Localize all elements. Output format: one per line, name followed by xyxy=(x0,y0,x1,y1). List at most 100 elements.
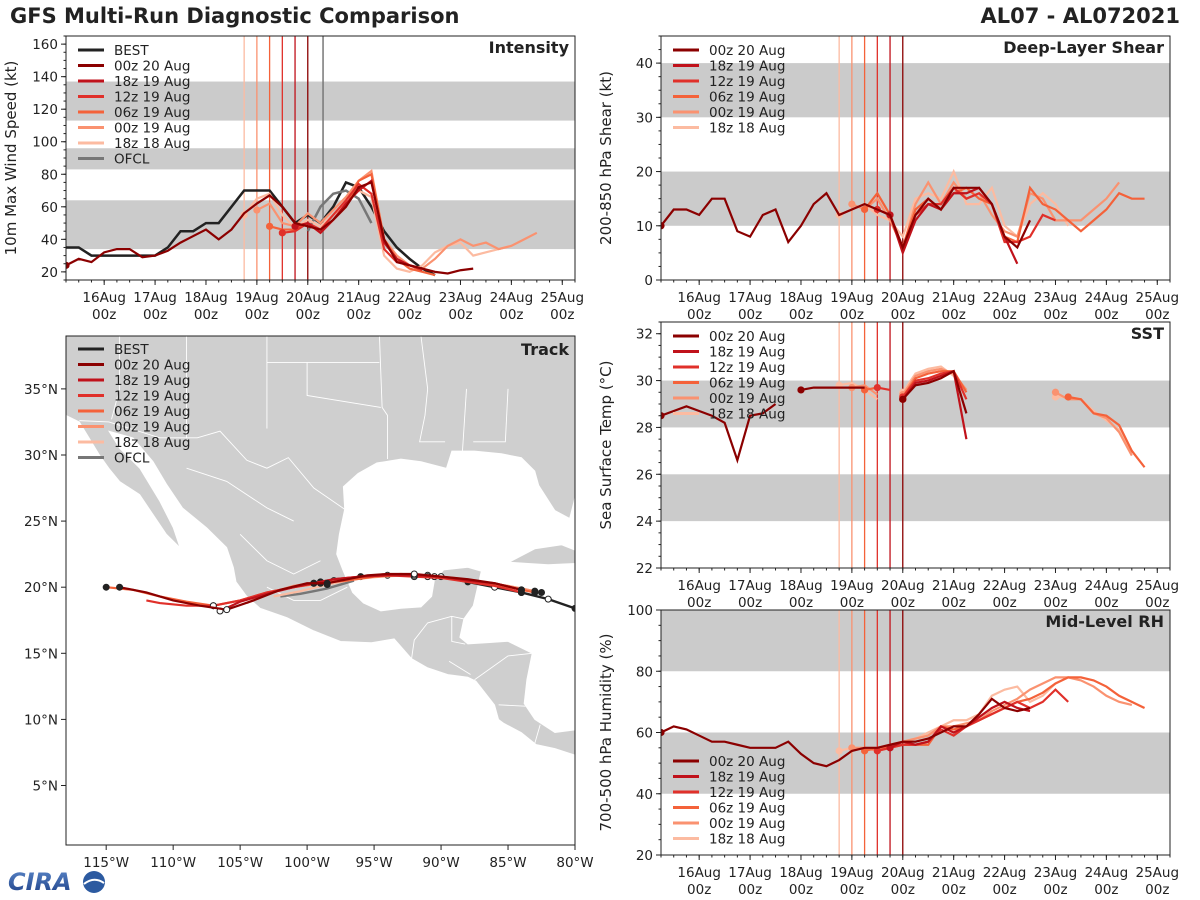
ofcl-line xyxy=(306,189,373,232)
x-tick-label: 00z xyxy=(687,882,711,898)
state-border xyxy=(239,533,321,575)
x-tick-label: 00z xyxy=(1043,595,1067,611)
y-tick-label: 20 xyxy=(636,848,653,864)
legend-label: 18z 18 Aug xyxy=(709,121,785,137)
x-tick-label: 00z xyxy=(1145,307,1169,323)
legend-label: 00z 19 Aug xyxy=(709,816,785,832)
x-tick-label: 00z xyxy=(942,882,966,898)
lon-tick-label: 110°W xyxy=(150,855,196,871)
init-point xyxy=(1064,393,1072,401)
init-point xyxy=(661,412,665,420)
legend-label: 00z 20 Aug xyxy=(709,43,785,59)
x-tick-label: 23Aug xyxy=(1034,290,1078,306)
y-tick-label: 120 xyxy=(32,102,58,118)
logo-text: CIRA xyxy=(8,868,72,896)
state-border xyxy=(462,388,467,452)
x-tick-label: 17Aug xyxy=(728,290,772,306)
y-tick-label: 100 xyxy=(627,603,653,619)
x-tick-label: 18Aug xyxy=(779,578,823,594)
best-track-point xyxy=(544,595,552,603)
x-tick-label: 00z xyxy=(738,307,762,323)
legend-label: 18z 19 Aug xyxy=(114,373,190,389)
x-tick-label: 00z xyxy=(143,307,167,323)
legend-label: 00z 20 Aug xyxy=(709,329,785,345)
x-tick-label: 00z xyxy=(245,307,269,323)
landmass-north-america xyxy=(66,336,575,756)
track-point xyxy=(538,588,546,596)
plot-area xyxy=(661,36,1170,280)
x-tick-label: 00z xyxy=(1094,882,1118,898)
y-tick-label: 20 xyxy=(41,265,58,281)
init-point xyxy=(861,205,869,214)
init-point xyxy=(848,200,856,208)
x-tick-label: 17Aug xyxy=(728,578,772,594)
y-tick-label: 160 xyxy=(32,37,58,53)
legend-label: 00z 20 Aug xyxy=(114,59,190,75)
x-tick-label: 25Aug xyxy=(1136,578,1180,594)
init-point xyxy=(1051,388,1060,396)
panel-title: Deep-Layer Shear xyxy=(1003,38,1164,57)
x-tick-label: 00z xyxy=(550,307,574,323)
x-tick-label: 00z xyxy=(1043,307,1067,323)
x-tick-label: 20Aug xyxy=(881,578,925,594)
x-tick-label: 18Aug xyxy=(779,290,823,306)
x-tick-label: 00z xyxy=(992,595,1016,611)
y-tick-label: 40 xyxy=(41,232,58,248)
legend-label: 12z 19 Aug xyxy=(709,785,785,801)
x-tick-label: 00z xyxy=(891,307,915,323)
lon-tick-label: 90°W xyxy=(422,855,459,871)
legend-label: 00z 19 Aug xyxy=(709,391,785,407)
x-tick-label: 00z xyxy=(397,307,421,323)
legend-label: 12z 19 Aug xyxy=(114,389,190,405)
x-tick-label: 00z xyxy=(347,307,371,323)
central-america-border xyxy=(498,704,526,707)
chart-panel-intensity: 2040608010012014016016Aug00z17Aug00z18Au… xyxy=(2,35,584,323)
chart-panel-sst: 22242628303216Aug00z17Aug00z18Aug00z19Au… xyxy=(597,321,1180,611)
init-point xyxy=(873,384,881,392)
x-tick-label: 20Aug xyxy=(881,865,925,881)
legend-label: 12z 19 Aug xyxy=(709,74,785,90)
x-tick-label: 00z xyxy=(1145,595,1169,611)
x-tick-label: 21Aug xyxy=(932,290,976,306)
lon-tick-label: 85°W xyxy=(489,855,526,871)
y-tick-label: 60 xyxy=(636,726,653,742)
x-tick-label: 00z xyxy=(840,882,864,898)
x-tick-label: 17Aug xyxy=(133,290,177,306)
lat-tick-label: 15°N xyxy=(24,646,58,662)
legend-label: 00z 19 Aug xyxy=(114,121,190,137)
chart-panel-mid-level-rh: 2040608010016Aug00z17Aug00z18Aug00z19Aug… xyxy=(597,603,1179,898)
legend-label: 00z 19 Aug xyxy=(114,420,190,436)
legend-label: 06z 19 Aug xyxy=(709,90,785,106)
map-area xyxy=(66,336,575,845)
init-point xyxy=(835,747,843,755)
shaded-band xyxy=(66,81,575,121)
y-axis-label: Sea Surface Temp (°C) xyxy=(597,360,615,529)
init-point xyxy=(873,747,881,755)
y-tick-label: 20 xyxy=(636,165,653,181)
y-tick-label: 40 xyxy=(636,56,653,72)
y-tick-label: 30 xyxy=(636,110,653,126)
x-tick-label: 00z xyxy=(789,307,813,323)
x-tick-label: 00z xyxy=(92,307,116,323)
x-tick-label: 24Aug xyxy=(1085,578,1129,594)
series-line xyxy=(800,386,865,392)
x-tick-label: 21Aug xyxy=(337,290,381,306)
init-point xyxy=(899,395,907,403)
x-tick-label: 00z xyxy=(789,882,813,898)
y-tick-label: 80 xyxy=(41,167,58,183)
legend-label: 06z 19 Aug xyxy=(709,376,785,392)
plot-area xyxy=(661,610,1170,855)
series-line xyxy=(66,180,474,275)
init-point xyxy=(266,222,274,230)
init-point xyxy=(797,386,805,394)
map-frame xyxy=(65,335,576,846)
x-tick-label: 00z xyxy=(738,882,762,898)
chart-panel-track: 115°W 110°W 105°W 100°W 95°W 90°W 85°W 80°W 5°N 1… xyxy=(24,335,594,871)
x-tick-label: 00z xyxy=(1094,307,1118,323)
x-tick-label: 00z xyxy=(840,595,864,611)
state-border xyxy=(186,467,294,522)
